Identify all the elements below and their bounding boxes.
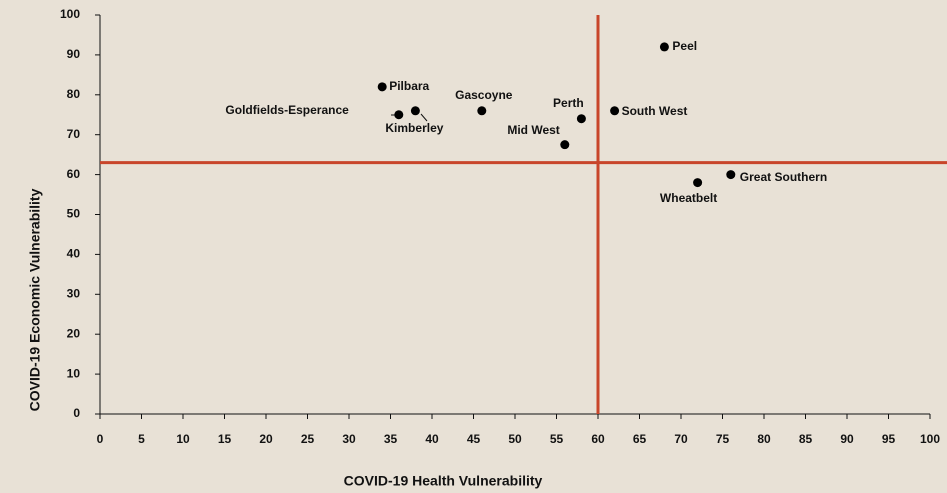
- x-tick-label: 20: [259, 432, 273, 446]
- y-tick-label: 20: [67, 326, 81, 340]
- x-tick-label: 60: [591, 432, 605, 446]
- x-tick-label: 50: [508, 432, 522, 446]
- y-tick-label: 60: [67, 167, 81, 181]
- point-label: Peel: [672, 39, 697, 53]
- point-label: Perth: [553, 96, 584, 110]
- y-tick-label: 40: [67, 247, 81, 261]
- y-tick-label: 10: [67, 366, 81, 380]
- y-tick-label: 100: [60, 7, 80, 21]
- x-tick-label: 25: [301, 432, 315, 446]
- x-tick-label: 75: [716, 432, 730, 446]
- point: [477, 106, 487, 116]
- point: [576, 114, 586, 124]
- x-tick-label: 15: [218, 432, 232, 446]
- point-label: Gascoyne: [455, 88, 513, 102]
- y-tick-label: 30: [67, 286, 81, 300]
- x-tick-label: 30: [342, 432, 356, 446]
- point: [726, 170, 736, 180]
- x-tick-label: 100: [920, 432, 940, 446]
- x-tick-label: 65: [633, 432, 647, 446]
- point-label: Great Southern: [740, 170, 827, 184]
- point: [377, 82, 387, 92]
- x-tick-label: 80: [757, 432, 771, 446]
- point-label: Kimberley: [385, 121, 443, 135]
- x-tick-label: 40: [425, 432, 439, 446]
- x-tick-label: 90: [840, 432, 854, 446]
- y-axis-title: COVID-19 Economic Vulnerability: [27, 188, 43, 411]
- point: [659, 42, 669, 52]
- leader-line: [420, 113, 428, 122]
- y-tick-label: 90: [67, 47, 81, 61]
- point-label: Pilbara: [389, 79, 429, 93]
- point: [693, 178, 703, 188]
- point-label: Wheatbelt: [660, 191, 717, 205]
- x-tick-label: 5: [138, 432, 145, 446]
- x-tick-label: 0: [97, 432, 104, 446]
- point-label: South West: [622, 104, 688, 118]
- point: [610, 106, 620, 116]
- point-label: Mid West: [507, 123, 559, 137]
- x-tick-label: 85: [799, 432, 813, 446]
- point-label: Goldfields-Esperance: [225, 103, 349, 117]
- x-tick-label: 45: [467, 432, 481, 446]
- point: [394, 110, 404, 120]
- x-tick-label: 70: [674, 432, 688, 446]
- y-tick-label: 0: [73, 406, 80, 420]
- x-tick-label: 95: [882, 432, 896, 446]
- y-tick-label: 50: [67, 207, 81, 221]
- x-axis-title: COVID-19 Health Vulnerability: [344, 473, 543, 489]
- x-tick-label: 10: [176, 432, 190, 446]
- y-tick-label: 80: [67, 87, 81, 101]
- x-tick-label: 55: [550, 432, 564, 446]
- point: [410, 106, 420, 116]
- y-tick-label: 70: [67, 127, 81, 141]
- point: [560, 140, 570, 150]
- x-tick-label: 35: [384, 432, 398, 446]
